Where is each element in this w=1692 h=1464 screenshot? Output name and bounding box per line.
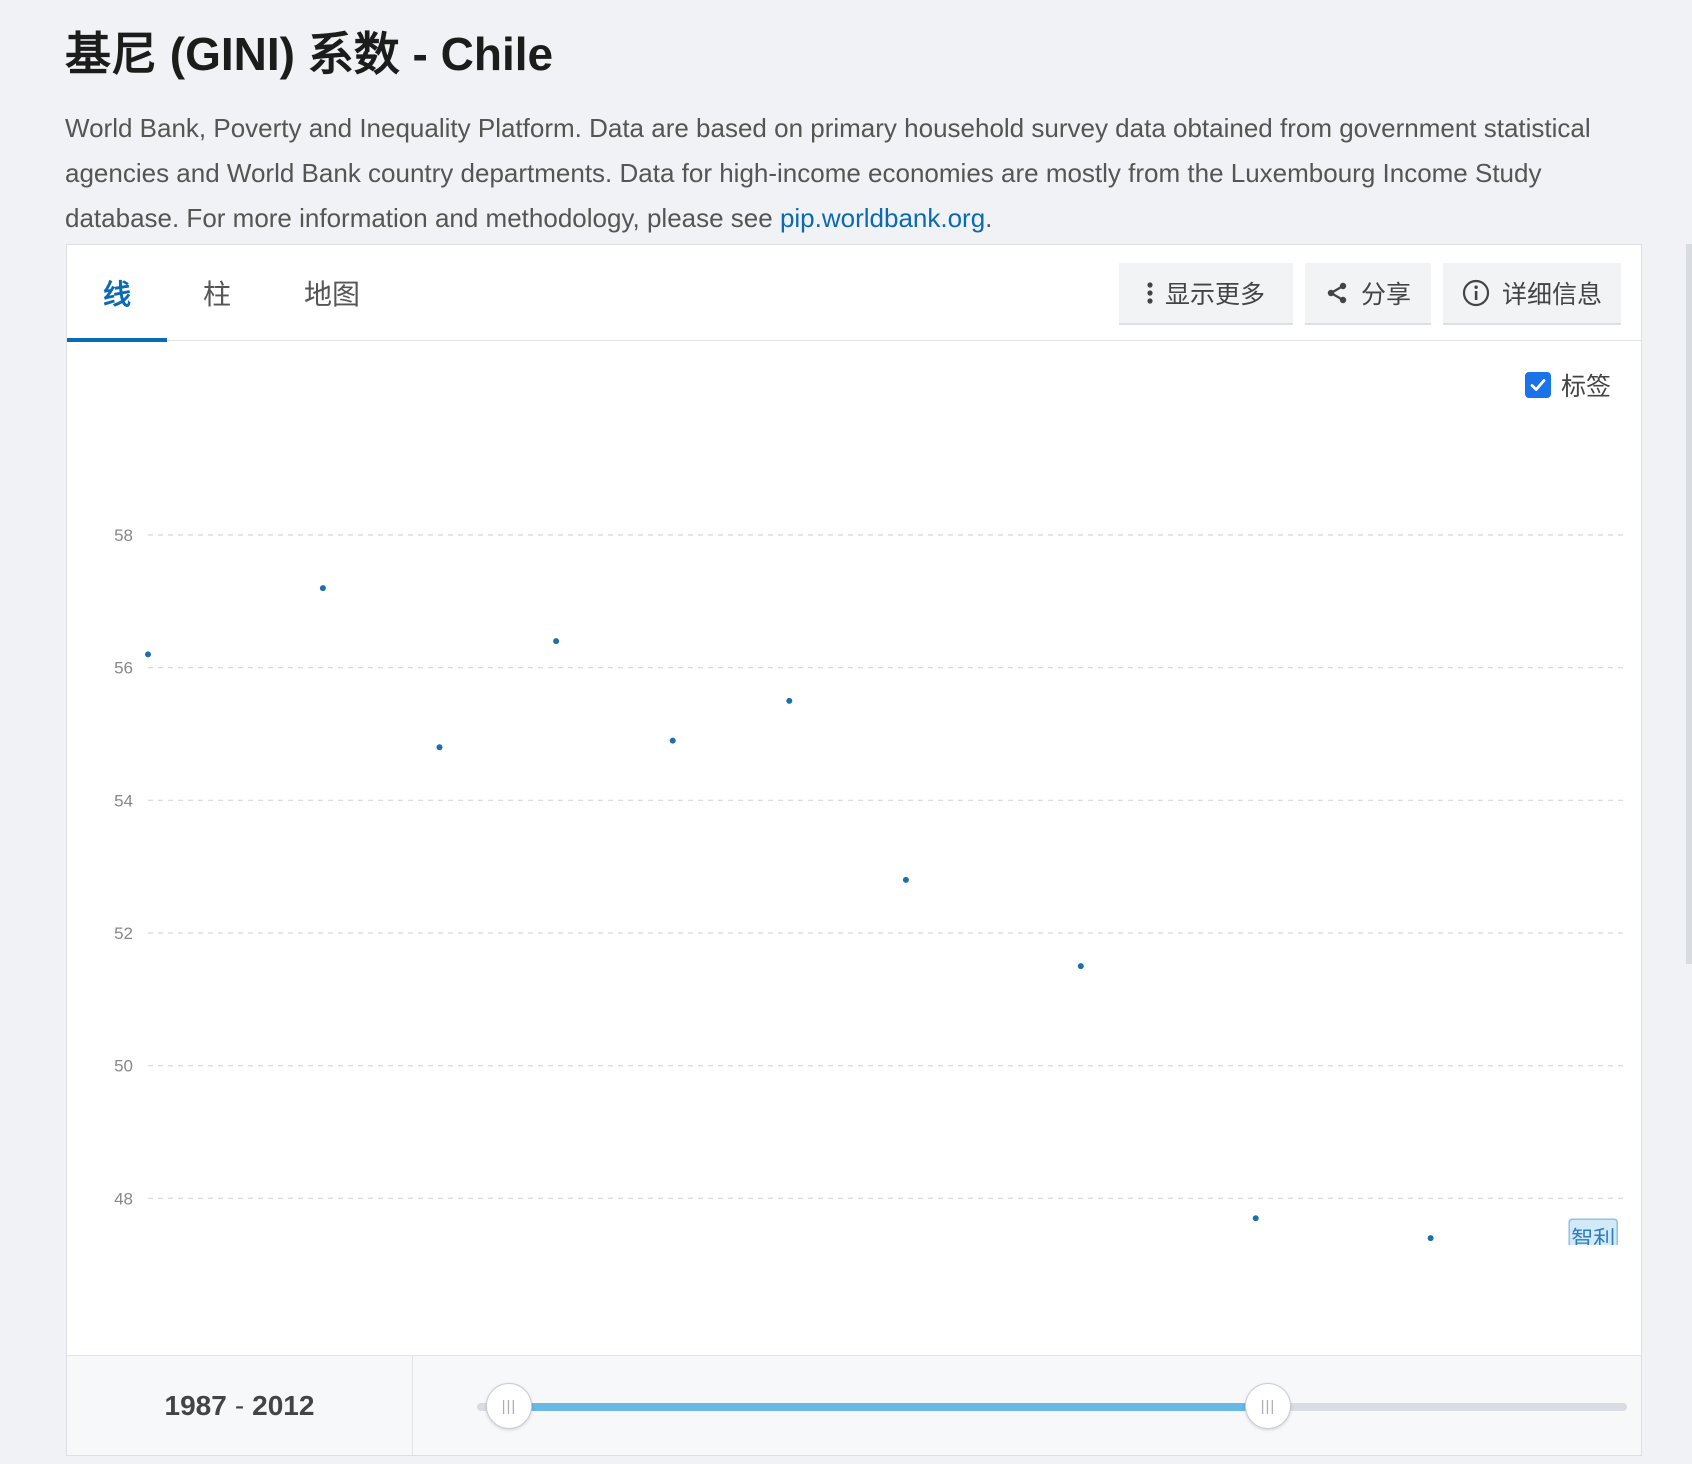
- share-label: 分享: [1360, 281, 1411, 309]
- y-tick-label: 56: [114, 659, 133, 678]
- y-tick-label: 54: [114, 791, 133, 810]
- y-tick-label: 52: [114, 924, 133, 943]
- range-slider-track[interactable]: ||| |||: [477, 1383, 1627, 1429]
- data-point[interactable]: [1252, 1215, 1259, 1222]
- range-slider-start-handle[interactable]: |||: [486, 1383, 532, 1429]
- range-separator: -: [234, 1389, 245, 1421]
- more-vertical-icon: [1147, 282, 1153, 304]
- chart-tab-bar: 线 柱 地图 显示更多 分享 详细信息: [67, 245, 1641, 342]
- labels-checkbox[interactable]: [1524, 372, 1551, 398]
- range-slider-fill: [509, 1403, 1268, 1411]
- data-points: [145, 585, 1434, 1242]
- source-link[interactable]: pip.worldbank.org: [779, 203, 986, 233]
- y-tick-label: 50: [114, 1057, 133, 1076]
- data-point[interactable]: [319, 585, 326, 592]
- checkmark-icon: [1530, 379, 1546, 391]
- page-scrollbar[interactable]: [1686, 244, 1692, 964]
- time-range-bar: 1987 - 2012 ||| |||: [67, 1355, 1641, 1455]
- y-tick-label: 58: [114, 526, 133, 545]
- data-point[interactable]: [436, 744, 443, 751]
- gini-chart: 46485052545658 1988199019921994199619982…: [114, 526, 1623, 1245]
- data-point[interactable]: [786, 697, 793, 704]
- data-point[interactable]: [902, 876, 909, 883]
- range-label: 1987 - 2012: [67, 1356, 413, 1455]
- data-point[interactable]: [553, 638, 560, 645]
- grid-lines: [148, 534, 1623, 1199]
- labels-toggle[interactable]: 标签: [1524, 367, 1611, 403]
- share-button[interactable]: 分享: [1305, 263, 1431, 323]
- show-more-button[interactable]: 显示更多: [1119, 263, 1293, 323]
- y-tick-label: 48: [114, 1189, 133, 1208]
- data-point[interactable]: [1077, 963, 1084, 970]
- data-point[interactable]: [145, 651, 151, 658]
- labels-toggle-label: 标签: [1560, 373, 1611, 401]
- page-title: 基尼 (GINI) 系数 - Chile: [65, 28, 554, 80]
- show-more-label: 显示更多: [1164, 281, 1265, 309]
- details-label: 详细信息: [1501, 281, 1602, 309]
- chart-card: 线 柱 地图 显示更多 分享 详细信息 标签 46485052545658 19…: [66, 244, 1642, 1456]
- series-label-box: [1568, 1218, 1618, 1245]
- data-point[interactable]: [1427, 1235, 1434, 1242]
- range-end: 2012: [252, 1389, 315, 1421]
- description-end: .: [985, 203, 993, 233]
- tab-map[interactable]: 地图: [303, 279, 360, 310]
- share-icon: [1327, 282, 1347, 304]
- info-icon: [1462, 279, 1490, 307]
- series-labels: 智利: [1568, 1218, 1618, 1245]
- source-description: World Bank, Poverty and Inequality Platf…: [65, 106, 1605, 241]
- tab-line[interactable]: 线: [67, 245, 167, 342]
- series-label: 智利: [1571, 1226, 1615, 1245]
- tab-bar[interactable]: 柱: [202, 279, 231, 310]
- range-slider-end-handle[interactable]: |||: [1245, 1383, 1291, 1429]
- y-axis-ticks: 46485052545658: [114, 526, 133, 1208]
- description-text: World Bank, Poverty and Inequality Platf…: [65, 113, 1591, 233]
- data-point[interactable]: [669, 737, 676, 744]
- details-button[interactable]: 详细信息: [1443, 263, 1621, 323]
- range-start: 1987: [164, 1389, 227, 1421]
